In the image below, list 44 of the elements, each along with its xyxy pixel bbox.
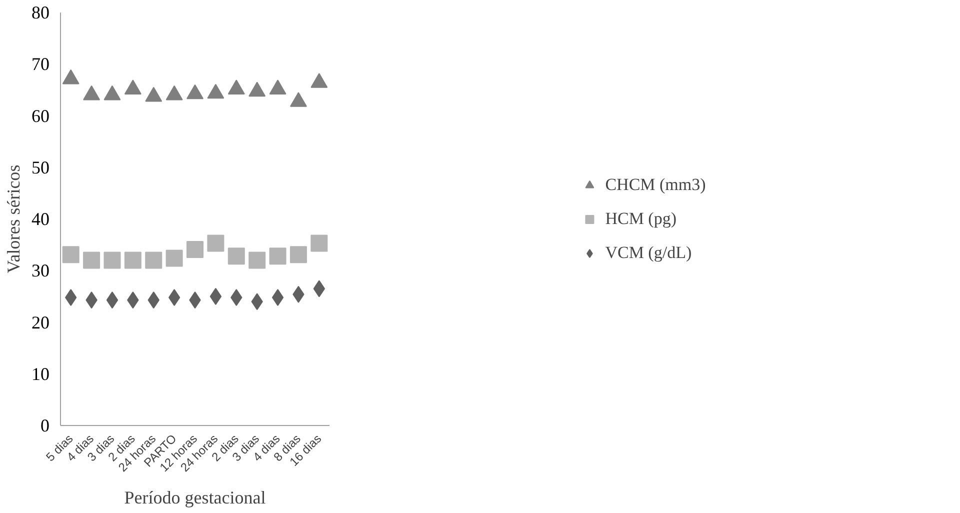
point <box>207 84 224 99</box>
y-tick-label: 30 <box>32 260 50 281</box>
point <box>272 288 284 306</box>
point <box>228 248 245 265</box>
legend-label: HCM (pg) <box>605 208 677 228</box>
point <box>124 252 142 269</box>
point <box>269 80 286 95</box>
point <box>228 80 245 95</box>
point <box>186 240 204 258</box>
legend-label: VCM (g/dL) <box>605 242 692 262</box>
point <box>145 252 162 269</box>
y-tick-label: 0 <box>40 416 50 436</box>
point <box>248 82 266 97</box>
y-axis-title: Valores séricos <box>4 164 24 274</box>
point <box>145 86 162 102</box>
point <box>83 85 100 100</box>
y-tick-label: 60 <box>32 106 50 126</box>
y-tick-label: 70 <box>32 54 50 74</box>
point <box>290 92 307 107</box>
point <box>166 250 183 267</box>
y-tick-label: 50 <box>32 157 50 178</box>
y-tick-label: 20 <box>32 312 50 332</box>
point <box>104 252 121 269</box>
point <box>124 80 142 95</box>
point <box>269 248 286 265</box>
legend-label: CHCM (mm3) <box>605 174 706 194</box>
point <box>186 84 204 100</box>
y-tick-label: 80 <box>32 2 50 22</box>
x-axis-title: Período gestacional <box>124 487 266 508</box>
point <box>62 246 80 264</box>
point <box>104 85 121 100</box>
y-tick-label: 40 <box>32 209 50 229</box>
point <box>62 69 80 84</box>
point <box>83 252 100 269</box>
point <box>168 288 180 306</box>
point <box>207 234 224 252</box>
point <box>166 85 183 100</box>
point <box>210 288 222 305</box>
point <box>248 252 266 269</box>
point <box>310 72 328 88</box>
point <box>310 234 328 252</box>
y-tick-label: 10 <box>32 364 50 384</box>
point <box>106 292 118 309</box>
point <box>290 246 307 264</box>
